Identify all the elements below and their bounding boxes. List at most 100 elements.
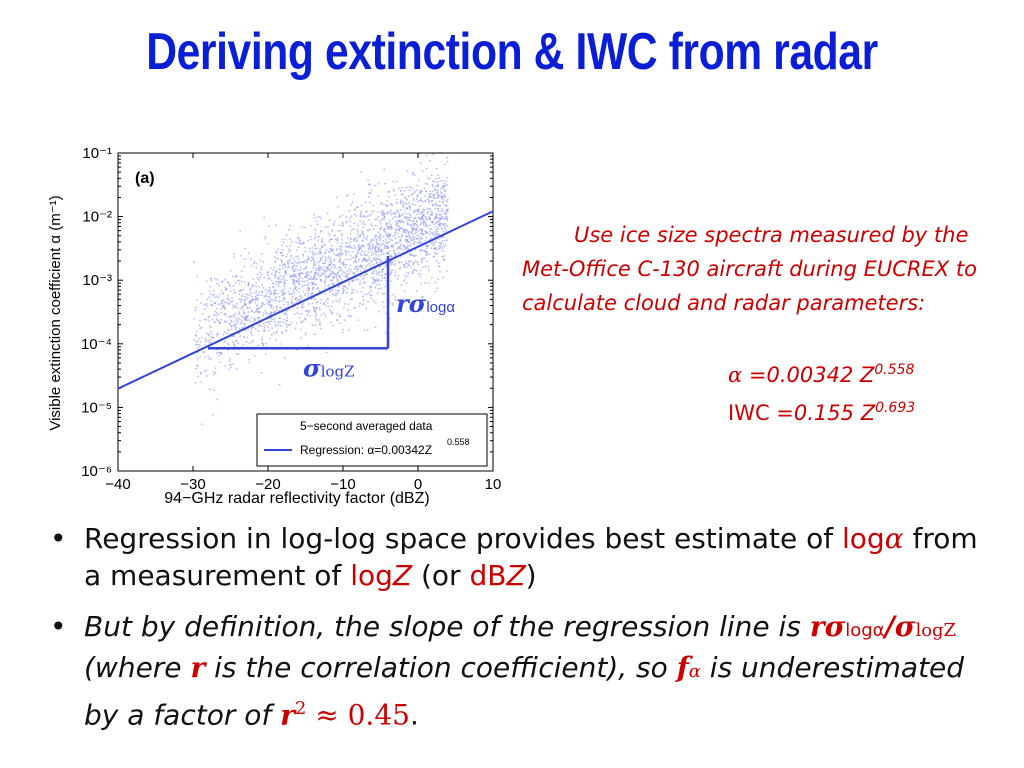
scatter-point (234, 305, 237, 307)
scatter-point (269, 293, 272, 296)
scatter-point (428, 233, 431, 236)
scatter-point (336, 319, 338, 321)
scatter-point (200, 302, 203, 304)
b1-text-2: from a measurement of (84, 522, 978, 592)
scatter-point (422, 220, 424, 223)
scatter-point (445, 204, 448, 207)
scatter-point (409, 186, 411, 188)
scatter-point (333, 258, 335, 260)
scatter-point (431, 214, 433, 217)
scatter-point (428, 201, 430, 204)
scatter-point (288, 292, 291, 295)
scatter-point (246, 319, 249, 322)
scatter-point (264, 237, 267, 240)
scatter-point (328, 251, 331, 253)
scatter-point (247, 328, 250, 331)
scatter-point (323, 303, 325, 306)
scatter-point (292, 274, 295, 277)
scatter-point (282, 291, 285, 293)
scatter-point (441, 185, 444, 188)
scatter-point (302, 253, 304, 256)
scatter-point (408, 204, 411, 207)
scatter-point (264, 235, 267, 238)
scatter-point (444, 193, 446, 196)
scatter-point (419, 189, 422, 192)
scatter-point (412, 199, 415, 202)
scatter-point (409, 240, 411, 243)
scatter-point (343, 303, 346, 305)
scatter-point (406, 216, 409, 218)
scatter-point (436, 194, 439, 197)
scatter-point (357, 278, 360, 280)
scatter-point (360, 171, 362, 173)
scatter-point (283, 274, 286, 277)
scatter-point (411, 192, 414, 195)
scatter-point (395, 211, 398, 213)
scatter-point (263, 330, 265, 332)
scatter-point (433, 188, 436, 191)
scatter-point (195, 341, 198, 344)
scatter-point (322, 255, 324, 257)
scatter-point (302, 254, 305, 257)
scatter-point (435, 225, 438, 228)
scatter-point (264, 353, 267, 356)
scatter-point (290, 240, 293, 243)
scatter-point (239, 335, 242, 337)
scatter-point (429, 224, 432, 227)
scatter-point (278, 295, 280, 298)
scatter-point (446, 156, 449, 159)
scatter-point (323, 302, 325, 305)
scatter-point (385, 213, 388, 216)
scatter-point (360, 250, 363, 253)
scatter-point (275, 323, 277, 326)
scatter-point (318, 261, 320, 263)
scatter-point (389, 226, 392, 229)
scatter-point (444, 196, 447, 198)
scatter-point (305, 276, 307, 278)
scatter-point (349, 264, 352, 267)
b1-db: dB (469, 559, 507, 592)
scatter-point (431, 199, 434, 202)
scatter-point (311, 292, 313, 294)
scatter-point (354, 257, 357, 259)
scatter-point (441, 228, 443, 230)
scatter-point (419, 275, 421, 278)
scatter-point (386, 200, 389, 202)
scatter-point (356, 236, 359, 239)
scatter-point (395, 242, 398, 245)
scatter-point (343, 271, 346, 274)
scatter-point (256, 285, 258, 288)
scatter-point (434, 281, 437, 284)
scatter-point (307, 295, 309, 297)
scatter-point (444, 222, 446, 225)
scatter-point (255, 282, 258, 284)
scatter-point (196, 275, 199, 278)
scatter-point (291, 295, 294, 298)
scatter-point (294, 283, 296, 285)
scatter-point (383, 243, 385, 246)
scatter-point (345, 292, 348, 294)
scatter-point (397, 220, 399, 223)
scatter-point (361, 265, 364, 267)
scatter-point (443, 227, 446, 230)
scatter-point (424, 225, 427, 227)
scatter-point (250, 258, 252, 261)
scatter-point (347, 303, 350, 305)
x-tick-label: −30 (180, 476, 205, 493)
scatter-point (427, 177, 430, 180)
scatter-point (295, 256, 297, 258)
scatter-point (272, 318, 274, 321)
scatter-point (239, 301, 242, 304)
scatter-point (427, 269, 430, 272)
scatter-point (336, 253, 339, 256)
scatter-point (368, 242, 370, 245)
scatter-point (363, 216, 366, 218)
scatter-point (251, 295, 253, 298)
scatter-point (324, 293, 326, 295)
scatter-point (274, 276, 276, 279)
scatter-point (320, 298, 323, 301)
scatter-point (311, 283, 314, 286)
iwc-equation: IWC =0.155 Z0.693 (728, 400, 915, 425)
scatter-point (193, 317, 196, 320)
scatter-point (292, 281, 295, 283)
